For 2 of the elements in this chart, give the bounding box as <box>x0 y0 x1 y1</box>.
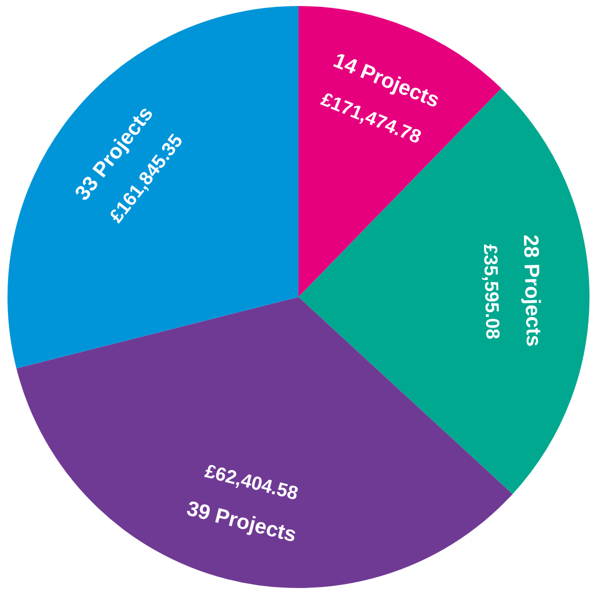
slice-label: 28 Projects <box>518 234 545 347</box>
text: £35,595.08 <box>478 244 503 340</box>
